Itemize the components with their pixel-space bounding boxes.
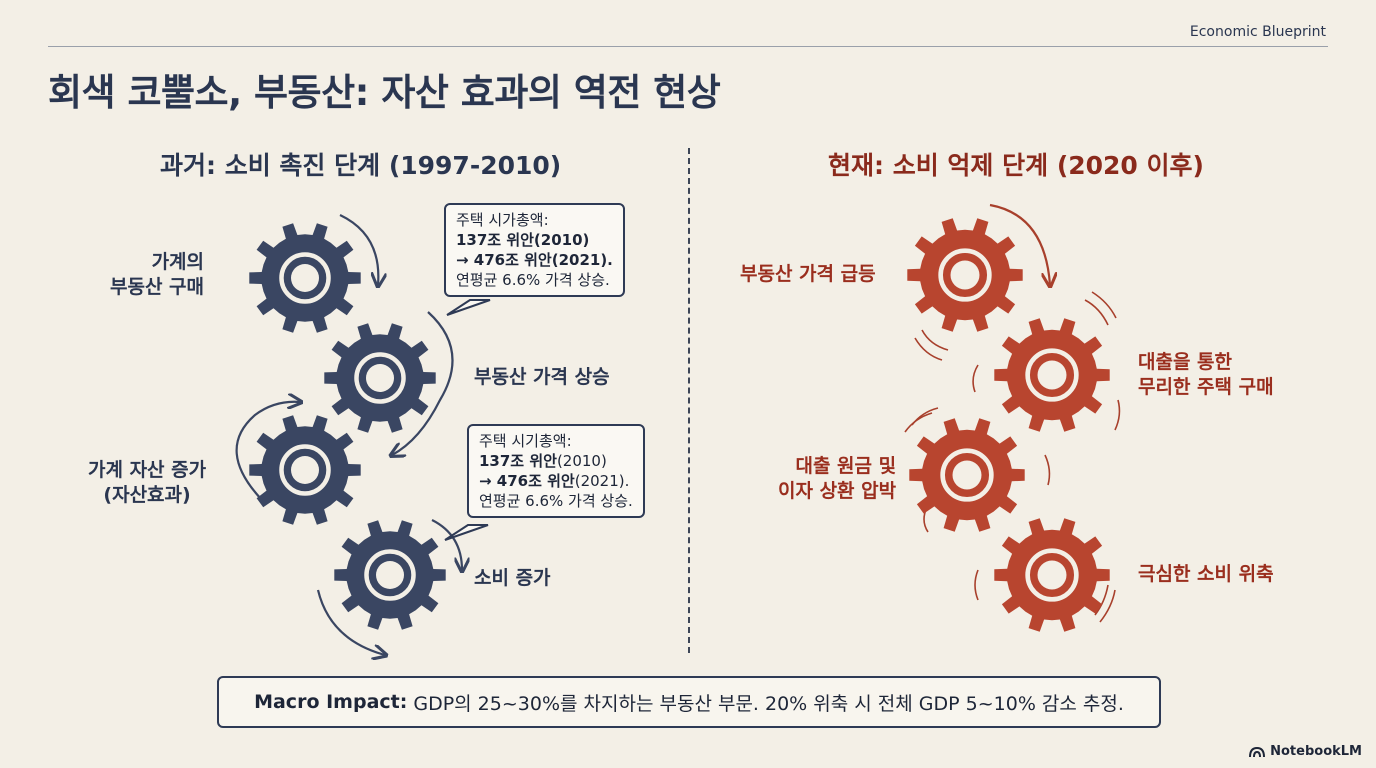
notebooklm-icon: [1249, 746, 1266, 757]
callout-market-cap-2: 주택 시기총액: 137조 위안(2010) → 476조 위안(2021). …: [467, 424, 645, 518]
gear-icon: [249, 223, 361, 333]
macro-impact-text: GDP의 25~30%를 차지하는 부동산 부문. 20% 위축 시 전체 GD…: [413, 692, 1124, 715]
gear-hole: [950, 260, 980, 290]
gear-ring: [1025, 548, 1079, 602]
gear-ring: [354, 352, 406, 404]
gear-ring: [940, 448, 994, 502]
label-price-rise: 부동산 가격 상승: [474, 366, 610, 388]
gear-hole: [1037, 560, 1067, 590]
macro-impact-box: Macro Impact: GDP의 25~30%를 차지하는 부동산 부문. …: [217, 676, 1161, 728]
gear-ring: [1025, 348, 1079, 402]
gear-hole: [366, 364, 394, 392]
brand-label: Economic Blueprint: [1189, 24, 1326, 40]
header-rule: [48, 46, 1328, 47]
gear-hole: [952, 460, 982, 490]
gear-hole: [291, 264, 319, 292]
label-consumption-shrink: 극심한 소비 위축: [1138, 563, 1274, 585]
left-heading: 과거: 소비 촉진 단계 (1997-2010): [160, 151, 562, 180]
gear-icon: [994, 518, 1110, 632]
label-household-purchase: 가계의 부동산 구매: [110, 251, 205, 298]
gear-icon: [907, 218, 1023, 332]
macro-impact-head: Macro Impact:: [254, 691, 408, 713]
shake-marks: [904, 291, 1121, 623]
gear-ring: [364, 549, 416, 601]
gear-hole: [291, 456, 319, 484]
notebooklm-logo: NotebookLM: [1249, 744, 1362, 759]
arrow-1: [339, 214, 378, 285]
label-consumption-increase: 소비 증가: [474, 567, 551, 589]
page-title: 회색 코뿔소, 부동산: 자산 효과의 역전 현상: [48, 71, 721, 114]
label-repayment-pressure: 대출 원금 및 이자 상환 압박: [778, 455, 897, 502]
arrow-2: [392, 311, 454, 455]
gear-ring: [938, 248, 992, 302]
gear-icon: [994, 318, 1110, 432]
arrow-5: [316, 589, 385, 655]
gear-hole: [1037, 360, 1067, 390]
label-loan-purchase: 대출을 통한 무리한 주택 구매: [1138, 351, 1274, 398]
callout-market-cap-1: 주택 시가총액: 137조 위안(2010) → 476조 위안(2021). …: [444, 203, 625, 297]
arrow-4: [431, 519, 462, 570]
gear-ring: [279, 252, 331, 304]
gear-hole: [376, 561, 404, 589]
gear-icon: [334, 520, 446, 630]
right-heading: 현재: 소비 억제 단계 (2020 이후): [828, 151, 1204, 180]
gear-icon: [324, 323, 436, 433]
gear-ring: [279, 444, 331, 496]
callout1-pointer: [446, 299, 491, 316]
gear-icon: [909, 418, 1025, 532]
label-price-surge: 부동산 가격 급등: [740, 263, 876, 285]
column-divider: [688, 148, 690, 653]
arrow-3: [235, 402, 300, 501]
gear-icon: [249, 415, 361, 525]
callout2-pointer: [444, 524, 489, 541]
arrow-red: [989, 203, 1050, 285]
label-asset-increase: 가계 자산 증가 (자산효과): [88, 459, 207, 506]
